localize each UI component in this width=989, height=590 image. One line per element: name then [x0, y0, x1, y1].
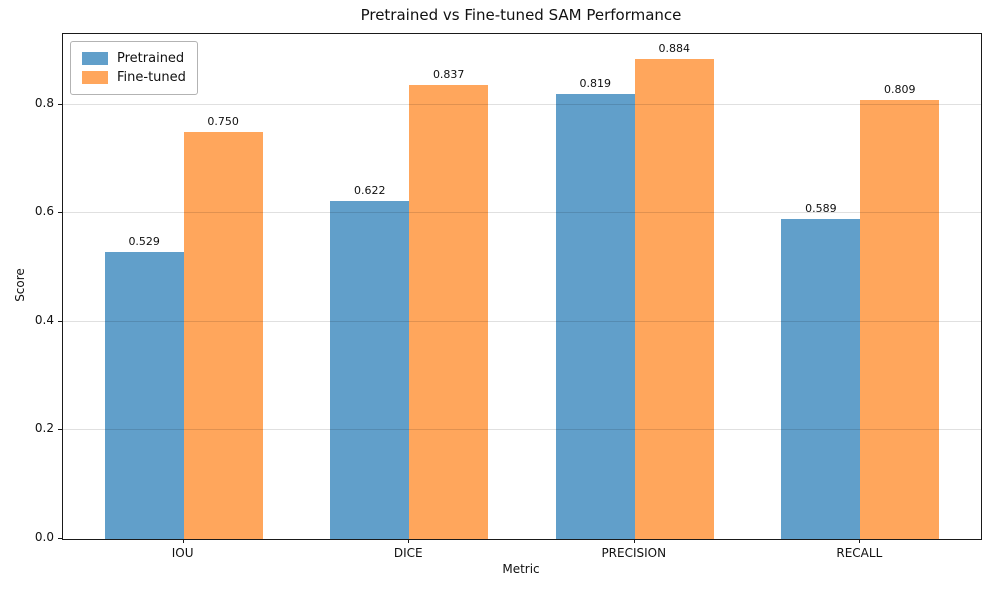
bar-value-label-fine-tuned-precision: 0.884	[658, 41, 690, 55]
bar-value-label-pretrained-iou: 0.529	[128, 234, 160, 248]
legend-label-finetuned: Fine-tuned	[117, 70, 186, 85]
x-tick-label-iou: IOU	[171, 546, 194, 560]
bar-pretrained-iou	[104, 251, 184, 539]
bar-value-label-fine-tuned-dice: 0.837	[432, 67, 465, 81]
bar-fine-tuned-precision	[634, 58, 714, 539]
bar-pretrained-recall	[781, 219, 861, 539]
x-tick-mark	[859, 539, 861, 543]
legend-item-pretrained: Pretrained	[82, 49, 186, 68]
y-tick-label: 0.4	[34, 312, 54, 327]
x-tick-mark	[182, 539, 184, 543]
x-tick-mark	[633, 539, 635, 543]
legend-swatch-finetuned-icon	[82, 71, 108, 84]
bar-fine-tuned-iou	[183, 131, 263, 539]
y-tick-mark	[58, 320, 62, 322]
y-tick-mark	[58, 212, 62, 214]
y-tick-label: 0.8	[34, 95, 54, 110]
x-axis-label: Metric	[502, 562, 540, 576]
gridline-y-0.8	[63, 103, 981, 105]
bar-value-label-pretrained-recall: 0.589	[805, 202, 837, 216]
gridline-y-0.2	[63, 429, 981, 431]
plot-area: 0.529 0.750 0.622 0.837 0.819 0.884 0.589 0.809…	[62, 33, 982, 540]
x-tick-label-precision: PRECISION	[601, 546, 667, 560]
gridline-y-0.4	[63, 320, 981, 322]
x-tick-label-recall: RECALL	[836, 546, 883, 560]
bar-value-label-pretrained-precision: 0.819	[579, 77, 612, 91]
y-tick-label: 0.6	[34, 204, 54, 219]
y-axis-label: Score	[13, 268, 27, 302]
y-tick-mark	[58, 538, 62, 539]
y-tick-mark	[58, 429, 62, 431]
bar-fine-tuned-recall	[860, 99, 940, 539]
gridline-y-0.6	[63, 212, 981, 214]
bar-value-label-pretrained-dice: 0.622	[354, 184, 386, 198]
legend-swatch-pretrained-icon	[82, 52, 108, 65]
y-tick-label: 0.2	[34, 421, 54, 436]
legend-item-finetuned: Fine-tuned	[82, 68, 186, 87]
x-tick-label-dice: DICE	[393, 546, 423, 560]
y-tick-mark	[58, 103, 62, 105]
bar-pretrained-dice	[330, 201, 410, 539]
bar-value-label-fine-tuned-iou: 0.750	[207, 114, 239, 128]
x-tick-mark	[408, 539, 410, 543]
bar-fine-tuned-dice	[409, 84, 489, 539]
y-tick-label: 0.0	[34, 530, 54, 544]
bar-value-label-fine-tuned-recall: 0.809	[884, 82, 916, 96]
bar-pretrained-precision	[555, 94, 635, 539]
chart-title: Pretrained vs Fine-tuned SAM Performance	[360, 6, 682, 24]
legend: Pretrained Fine-tuned	[70, 41, 198, 95]
legend-label-pretrained: Pretrained	[117, 51, 185, 66]
